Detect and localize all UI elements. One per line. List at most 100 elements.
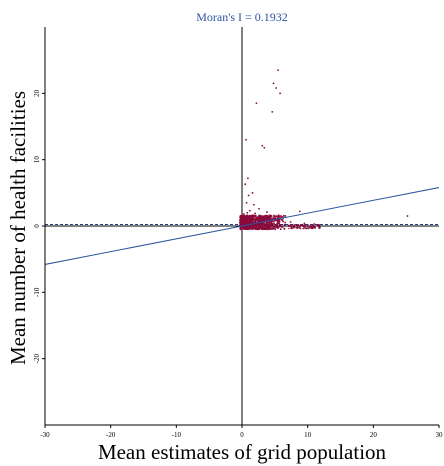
- cluster-point: [250, 219, 252, 222]
- cluster-point: [263, 217, 265, 219]
- outlier-point: [298, 210, 301, 213]
- outlier-point: [268, 215, 271, 218]
- cluster-point: [265, 224, 268, 227]
- cluster-point: [241, 227, 243, 230]
- cluster-point: [249, 215, 251, 217]
- cluster-point: [273, 223, 276, 225]
- x-tick-label: 30: [436, 431, 444, 439]
- cluster-point: [259, 226, 262, 229]
- cluster-point: [255, 217, 258, 219]
- tail-point: [296, 225, 298, 228]
- cluster-point: [240, 219, 243, 222]
- outlier-point: [284, 215, 287, 217]
- cluster-point: [251, 222, 253, 224]
- outlier-point: [247, 177, 249, 180]
- y-axis-ticks: 20 10 0 -10 -20: [33, 89, 45, 363]
- cluster-point: [269, 216, 272, 219]
- tail-point: [296, 227, 298, 230]
- cluster-point: [271, 218, 273, 220]
- tail-point: [303, 227, 305, 229]
- cluster-point: [257, 223, 259, 226]
- cluster-point: [263, 228, 266, 231]
- tail-point: [294, 227, 296, 229]
- outlier-point: [245, 201, 248, 204]
- cluster-point: [279, 224, 282, 227]
- tail-point: [290, 224, 292, 226]
- x-tick-label: -30: [40, 431, 50, 439]
- tail-point: [313, 225, 316, 227]
- y-tick-label: 20: [33, 89, 41, 97]
- tail-point: [312, 224, 315, 226]
- cluster-point: [278, 218, 281, 221]
- cluster-point: [239, 221, 241, 224]
- x-tick-label: 0: [240, 431, 244, 439]
- cluster-point: [273, 215, 276, 218]
- cluster-point: [239, 223, 242, 226]
- cluster-point: [273, 219, 276, 222]
- tail-point: [303, 226, 305, 228]
- cluster-point: [272, 224, 275, 227]
- cluster-point: [270, 221, 273, 224]
- cluster-point: [280, 215, 282, 217]
- cluster-point: [243, 223, 246, 226]
- cluster-point: [272, 221, 275, 223]
- cluster-point: [261, 216, 263, 219]
- cluster-point: [241, 226, 243, 229]
- cluster-point: [277, 222, 279, 224]
- cluster-point: [272, 226, 274, 229]
- cluster-point: [267, 221, 270, 224]
- outlier-point: [275, 87, 278, 89]
- cluster-point: [250, 220, 253, 223]
- tail-point: [299, 226, 301, 228]
- x-axis-label: Mean estimates of grid population: [98, 440, 387, 464]
- cluster-point: [258, 223, 261, 226]
- outlier-point: [244, 183, 247, 186]
- cluster-point: [246, 217, 249, 220]
- tail-point: [293, 224, 295, 226]
- data-points: [239, 69, 409, 231]
- cluster-point: [274, 228, 277, 231]
- cluster-point: [262, 217, 264, 219]
- cluster-point: [254, 225, 257, 228]
- tail-point: [292, 225, 294, 227]
- cluster-point: [266, 227, 269, 230]
- tail-point: [297, 226, 299, 228]
- tail-point: [309, 225, 311, 228]
- outlier-point: [252, 203, 255, 206]
- x-tick-label: 20: [370, 431, 378, 439]
- cluster-point: [244, 226, 247, 228]
- tail-point: [292, 224, 294, 226]
- cluster-point: [268, 214, 271, 217]
- cluster-point: [260, 227, 263, 230]
- cluster-point: [245, 225, 247, 227]
- regression-line-group: [45, 187, 439, 265]
- outlier-point: [277, 69, 280, 72]
- cluster-point: [242, 215, 244, 218]
- cluster-point: [273, 225, 276, 228]
- cluster-point: [245, 215, 247, 217]
- cluster-point: [268, 228, 271, 230]
- cluster-point: [247, 219, 249, 221]
- cluster-point: [283, 228, 286, 230]
- outlier-point: [245, 138, 247, 141]
- y-tick-label: 10: [33, 156, 41, 164]
- cluster-point: [263, 218, 266, 221]
- tail-point: [318, 224, 320, 226]
- cluster-point: [252, 214, 254, 217]
- cluster-point: [250, 217, 252, 220]
- cluster-point: [240, 216, 243, 219]
- cluster-point: [239, 222, 242, 225]
- outlier-point: [246, 211, 249, 214]
- cluster-point: [252, 224, 255, 226]
- tail-point: [290, 226, 292, 228]
- cluster-point: [265, 219, 268, 221]
- cluster-point: [258, 222, 261, 224]
- cluster-point: [270, 227, 272, 229]
- outlier-point: [272, 82, 275, 85]
- tail-point: [306, 227, 308, 229]
- outlier-point: [263, 146, 266, 149]
- tail-point: [319, 227, 321, 229]
- tail-point: [314, 227, 316, 229]
- cluster-point: [273, 227, 275, 230]
- cluster-point: [251, 228, 254, 230]
